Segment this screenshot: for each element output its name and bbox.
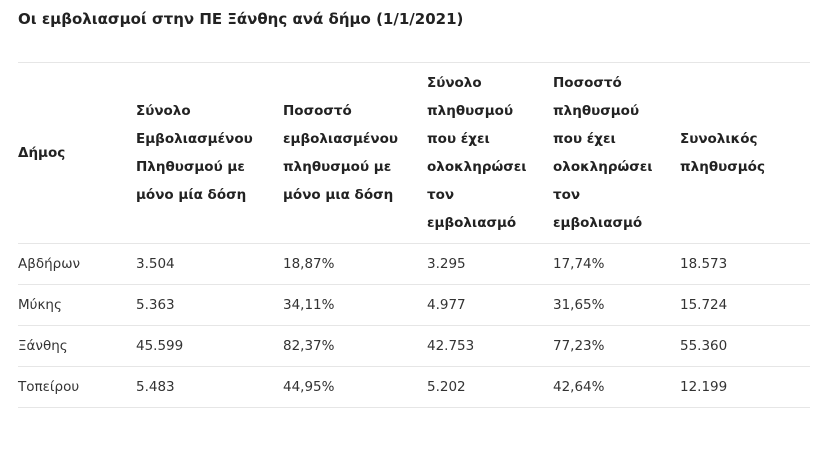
table-cell: 55.360 xyxy=(680,325,810,367)
table-body: Αβδήρων 3.504 18,87% 3.295 17,74% 18.573 Μύκης… xyxy=(18,243,810,408)
column-header: Συνολικός πληθυσμός xyxy=(680,62,810,244)
table-cell: Αβδήρων xyxy=(18,243,136,285)
table-cell: 5.483 xyxy=(136,366,283,408)
table-cell: 82,37% xyxy=(283,325,427,367)
table-cell: 5.202 xyxy=(427,366,553,408)
table-cell: 18.573 xyxy=(680,243,810,285)
table-cell: 4.977 xyxy=(427,284,553,326)
column-header: Ποσοστό πληθυσμού που έχει ολοκληρώσει τ… xyxy=(553,62,680,244)
table-title: Οι εμβολιασμοί στην ΠΕ Ξάνθης ανά δήμο (… xyxy=(18,10,464,28)
table-cell: 18,87% xyxy=(283,243,427,285)
table-cell: 44,95% xyxy=(283,366,427,408)
table-row: Ξάνθης 45.599 82,37% 42.753 77,23% 55.360 xyxy=(18,325,810,367)
column-header: Ποσοστό εμβολιασμένου πληθυσμού με μόνο … xyxy=(283,62,427,244)
table-cell: 31,65% xyxy=(553,284,680,326)
table-cell: 5.363 xyxy=(136,284,283,326)
column-header: Σύνολο Εμβολιασμένου Πληθυσμού με μόνο μ… xyxy=(136,62,283,244)
data-table: Δήμος Σύνολο Εμβολιασμένου Πληθυσμού με μ… xyxy=(18,62,810,408)
table-cell: 3.504 xyxy=(136,243,283,285)
table-cell: 3.295 xyxy=(427,243,553,285)
table-cell: 45.599 xyxy=(136,325,283,367)
column-header: Δήμος xyxy=(18,62,136,244)
table-cell: 15.724 xyxy=(680,284,810,326)
table-cell: Τοπείρου xyxy=(18,366,136,408)
table-cell: 42,64% xyxy=(553,366,680,408)
table-cell: 77,23% xyxy=(553,325,680,367)
table-cell: Ξάνθης xyxy=(18,325,136,367)
table-row: Τοπείρου 5.483 44,95% 5.202 42,64% 12.199 xyxy=(18,366,810,408)
header-row: Δήμος Σύνολο Εμβολιασμένου Πληθυσμού με μ… xyxy=(18,62,810,244)
table-cell: 17,74% xyxy=(553,243,680,285)
table-row: Αβδήρων 3.504 18,87% 3.295 17,74% 18.573 xyxy=(18,243,810,285)
table-cell: 42.753 xyxy=(427,325,553,367)
table-cell: 12.199 xyxy=(680,366,810,408)
table-row: Μύκης 5.363 34,11% 4.977 31,65% 15.724 xyxy=(18,284,810,326)
table-cell: 34,11% xyxy=(283,284,427,326)
column-header: Σύνολο πληθυσμού που έχει ολοκληρώσει το… xyxy=(427,62,553,244)
table-cell: Μύκης xyxy=(18,284,136,326)
